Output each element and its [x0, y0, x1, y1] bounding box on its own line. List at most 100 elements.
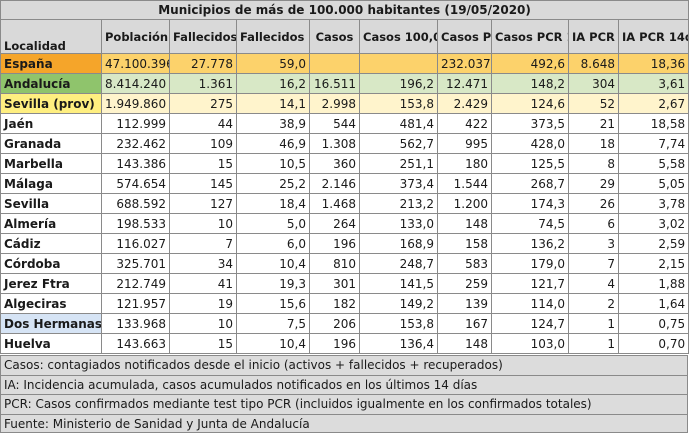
cell-casos-pcr: 167 [437, 313, 492, 334]
cell-fallecidos: 19 [169, 293, 237, 314]
header-casos-100k: Casos 100,000 hab [359, 19, 438, 54]
cell-poblacion: 1.949.860 [101, 93, 170, 114]
cell-localidad: Dos Hermanas [0, 313, 102, 334]
cell-casos-pcr-100k: 148,2 [491, 73, 569, 94]
cell-casos-pcr: 148 [437, 213, 492, 234]
cell-casos-pcr-100k: 114,0 [491, 293, 569, 314]
cell-casos-100k: 149,2 [359, 293, 438, 314]
cell-ia-pcr-14d: 4 [568, 273, 619, 294]
cell-fallecidos: 44 [169, 113, 237, 134]
cell-casos-pcr-100k: 121,7 [491, 273, 569, 294]
cell-casos-100k: 248,7 [359, 253, 438, 274]
cell-casos-pcr-100k: 428,0 [491, 133, 569, 154]
table-row: Andalucía 8.414.240 1.361 16,2 16.511 196,2 12… [0, 73, 690, 94]
cell-fallecidos: 10 [169, 313, 237, 334]
cell-fallecidos: 34 [169, 253, 237, 274]
cell-casos-pcr-100k: 125,5 [491, 153, 569, 174]
table-row: Málaga 574.654 145 25,2 2.146 373,4 1.544 268,7… [0, 173, 690, 194]
cell-casos-pcr: 422 [437, 113, 492, 134]
cell-casos-100k: 133,0 [359, 213, 438, 234]
cell-casos-pcr-100k: 492,6 [491, 53, 569, 74]
cell-casos-pcr-100k: 124,6 [491, 93, 569, 114]
cell-casos: 360 [309, 153, 360, 174]
cell-casos-pcr: 2.429 [437, 93, 492, 114]
cell-casos-pcr: 180 [437, 153, 492, 174]
cell-ia-pcr-14d-100k: 18,36 [617, 53, 690, 74]
cell-localidad: Andalucía [0, 73, 102, 94]
cell-fallecidos-100k: 59,0 [236, 53, 310, 74]
cell-ia-pcr-14d: 3 [568, 233, 619, 254]
cell-fallecidos-100k: 7,5 [236, 313, 310, 334]
cell-ia-pcr-14d: 1 [568, 333, 619, 354]
cell-ia-pcr-14d-100k: 0,75 [617, 313, 690, 334]
cell-casos: 206 [309, 313, 360, 334]
footnote: IA: Incidencia acumulada, casos acumulad… [1, 374, 687, 395]
cell-casos-pcr: 139 [437, 293, 492, 314]
cell-ia-pcr-14d: 8 [568, 153, 619, 174]
cell-casos-100k: 251,1 [359, 153, 438, 174]
table-row: España 47.100.396 27.778 59,0 232.037 492,6 8.… [0, 53, 690, 74]
cell-ia-pcr-14d-100k: 1,88 [617, 273, 690, 294]
table-row: Jerez Ftra 212.749 41 19,3 301 141,5 259 121,7 4… [0, 273, 690, 294]
cell-localidad: Málaga [0, 173, 102, 194]
cell-casos-100k: 153,8 [359, 313, 438, 334]
table-row: Huelva 143.663 15 10,4 196 136,4 148 103,0 1 0,70 [0, 333, 690, 354]
cell-localidad: Sevilla (prov) [0, 93, 102, 114]
cell-ia-pcr-14d-100k: 2,15 [617, 253, 690, 274]
cell-casos [309, 53, 360, 74]
footnote: PCR: Casos confirmados mediante test tip… [1, 394, 687, 414]
cell-fallecidos-100k: 5,0 [236, 213, 310, 234]
cell-ia-pcr-14d-100k: 7,74 [617, 133, 690, 154]
cell-localidad: España [0, 53, 102, 74]
cell-fallecidos: 275 [169, 93, 237, 114]
cell-casos: 264 [309, 213, 360, 234]
cell-casos-pcr-100k: 74,5 [491, 213, 569, 234]
cell-ia-pcr-14d: 29 [568, 173, 619, 194]
cell-localidad: Jaén [0, 113, 102, 134]
cell-fallecidos-100k: 10,5 [236, 153, 310, 174]
cell-ia-pcr-14d: 2 [568, 293, 619, 314]
cell-casos-100k: 153,8 [359, 93, 438, 114]
cell-ia-pcr-14d: 8.648 [568, 53, 619, 74]
cell-casos-pcr: 158 [437, 233, 492, 254]
cell-localidad: Marbella [0, 153, 102, 174]
cell-casos-100k: 136,4 [359, 333, 438, 354]
cell-ia-pcr-14d: 6 [568, 213, 619, 234]
cell-casos-100k: 481,4 [359, 113, 438, 134]
cell-casos-pcr-100k: 268,7 [491, 173, 569, 194]
cell-casos: 196 [309, 333, 360, 354]
cell-casos: 182 [309, 293, 360, 314]
cell-fallecidos: 145 [169, 173, 237, 194]
cell-fallecidos-100k: 16,2 [236, 73, 310, 94]
cell-ia-pcr-14d-100k: 0,70 [617, 333, 690, 354]
cell-casos-pcr: 148 [437, 333, 492, 354]
cell-fallecidos-100k: 6,0 [236, 233, 310, 254]
cell-casos-pcr: 232.037 [437, 53, 492, 74]
cell-ia-pcr-14d: 26 [568, 193, 619, 214]
cell-ia-pcr-14d-100k: 3,02 [617, 213, 690, 234]
header-ia-pcr-14d-100k: IA PCR 14d 100,000 hab [617, 19, 690, 54]
cell-localidad: Cádiz [0, 233, 102, 254]
cell-casos: 544 [309, 113, 360, 134]
cell-poblacion: 232.462 [101, 133, 170, 154]
cell-ia-pcr-14d-100k: 2,59 [617, 233, 690, 254]
cell-casos: 196 [309, 233, 360, 254]
cell-poblacion: 198.533 [101, 213, 170, 234]
cell-casos-100k: 213,2 [359, 193, 438, 214]
cell-ia-pcr-14d-100k: 1,64 [617, 293, 690, 314]
cell-fallecidos-100k: 19,3 [236, 273, 310, 294]
footnote: Fuente: Ministerio de Sanidad y Junta de… [1, 413, 687, 434]
table-row: Sevilla (prov) 1.949.860 275 14,1 2.998 153,8… [0, 93, 690, 114]
cell-casos-pcr: 259 [437, 273, 492, 294]
cell-fallecidos: 15 [169, 153, 237, 174]
cell-ia-pcr-14d: 1 [568, 313, 619, 334]
cell-fallecidos: 7 [169, 233, 237, 254]
cell-localidad: Jerez Ftra [0, 273, 102, 294]
cell-casos-100k: 168,9 [359, 233, 438, 254]
cell-fallecidos: 10 [169, 213, 237, 234]
cell-fallecidos-100k: 10,4 [236, 333, 310, 354]
cell-casos-pcr: 1.200 [437, 193, 492, 214]
header-localidad: Localidad [0, 19, 102, 54]
cell-poblacion: 8.414.240 [101, 73, 170, 94]
cell-ia-pcr-14d-100k: 5,05 [617, 173, 690, 194]
